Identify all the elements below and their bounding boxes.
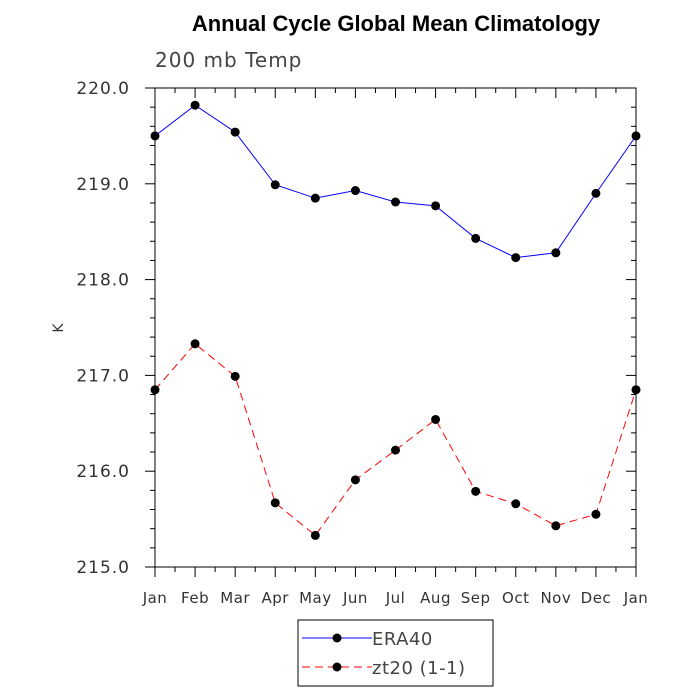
legend-label-era40: ERA40 (372, 629, 433, 650)
legend-marker-zt20 (332, 662, 342, 672)
x-tick-label: May (299, 589, 332, 607)
series-layer (150, 100, 641, 540)
x-tick-label: Jan (142, 589, 168, 607)
data-point-series-1 (631, 385, 641, 395)
data-point-series-1 (270, 498, 280, 508)
data-point-series-0 (631, 131, 641, 141)
data-point-series-0 (551, 248, 561, 258)
data-point-series-0 (391, 197, 400, 207)
legend: ERA40 zt20 (1-1) (297, 619, 494, 687)
data-point-series-1 (310, 530, 320, 540)
data-point-series-0 (190, 100, 200, 110)
y-tick-label: 219.0 (76, 175, 130, 195)
data-point-series-0 (471, 233, 481, 243)
data-point-series-0 (511, 253, 521, 263)
x-tick-label: Dec (581, 589, 612, 607)
data-point-series-0 (350, 186, 360, 196)
x-tick-label: Jul (385, 589, 406, 607)
y-tick-label: 216.0 (76, 462, 130, 482)
x-tick-labels: Jan Feb Mar Apr May Jun Jul Aug Sep Oct Nov Dec Jan (142, 589, 649, 607)
x-tick-label: Nov (540, 589, 571, 607)
y-tick-label: 220.0 (76, 79, 130, 99)
series-line-1 (154, 343, 637, 537)
x-tick-label: Aug (420, 589, 451, 607)
data-point-series-1 (551, 521, 561, 531)
data-point-series-0 (270, 180, 280, 190)
y-tick-label: 217.0 (76, 366, 130, 386)
y-tick-label: 218.0 (76, 271, 130, 291)
data-point-series-0 (310, 193, 320, 203)
data-point-series-1 (230, 371, 240, 381)
x-tick-label: Apr (262, 589, 290, 607)
data-point-series-1 (190, 339, 200, 349)
data-point-series-1 (511, 499, 521, 509)
x-tick-label: Jun (342, 589, 368, 607)
x-tick-label: Mar (220, 589, 250, 607)
data-point-series-0 (431, 201, 441, 211)
plot-frame (154, 87, 637, 568)
y-tick-labels: 215.0 216.0 217.0 218.0 219.0 220.0 (76, 79, 130, 578)
y-axis-label: K (51, 323, 67, 333)
data-point-series-1 (431, 414, 441, 424)
data-point-series-1 (150, 385, 160, 395)
data-point-series-0 (150, 131, 160, 141)
legend-box (297, 619, 494, 687)
data-point-series-1 (350, 475, 360, 485)
data-point-series-1 (391, 445, 400, 455)
y-tick-label: 215.0 (76, 558, 130, 578)
legend-label-zt20: zt20 (1-1) (372, 658, 466, 679)
axis-ticks (145, 87, 637, 577)
x-tick-label: Feb (181, 589, 209, 607)
chart-title: Annual Cycle Global Mean Climatology (192, 11, 601, 36)
chart-subtitle: 200 mb Temp (155, 48, 302, 72)
data-point-series-1 (591, 509, 601, 519)
data-point-series-1 (471, 486, 481, 496)
x-tick-label: Sep (461, 589, 491, 607)
series-line-0 (154, 104, 637, 259)
data-point-series-0 (230, 127, 240, 137)
x-tick-label: Jan (623, 589, 649, 607)
legend-marker-era40 (332, 633, 342, 643)
x-tick-label: Oct (502, 589, 529, 607)
data-point-series-0 (591, 188, 601, 198)
